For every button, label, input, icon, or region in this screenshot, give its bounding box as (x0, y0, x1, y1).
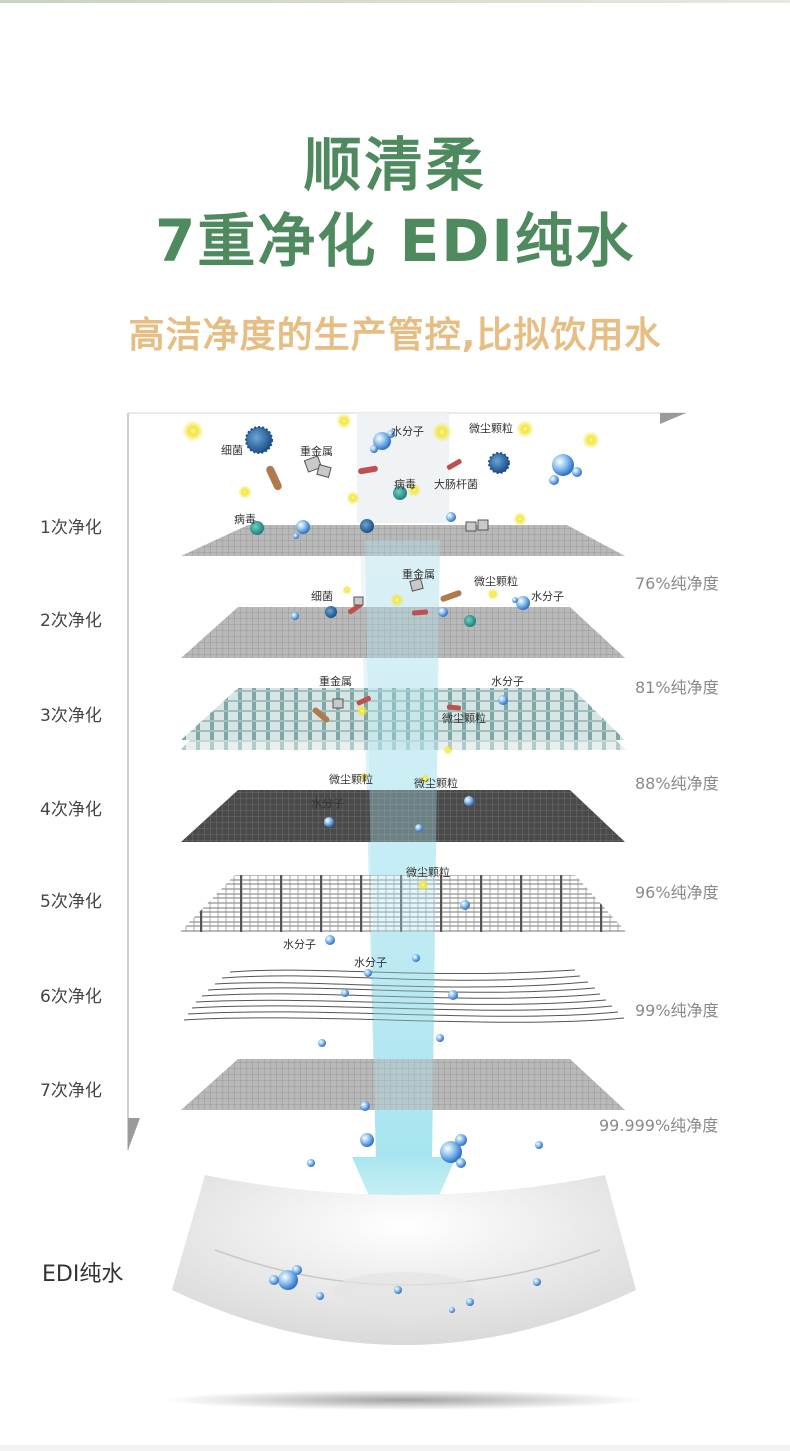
purity-label-2: 81%纯净度 (635, 678, 719, 697)
edi-water-basin (164, 1175, 644, 1410)
label-heavy-metal-2: 重金属 (402, 568, 435, 581)
stage-label-3: 3次净化 (40, 706, 102, 726)
purity-label-5: 99%纯净度 (635, 1001, 719, 1020)
subtitle: 高洁净度的生产管控,比拟饮用水 (128, 315, 662, 356)
filter-layer-1 (181, 525, 625, 556)
stage-label-2: 2次净化 (40, 611, 102, 631)
purity-label-1: 76%纯净度 (635, 574, 719, 593)
filter-layer-5 (180, 875, 626, 932)
label-dust-3: 微尘颗粒 (442, 712, 486, 725)
heavy-metal-particles (303, 455, 489, 709)
top-border (0, 0, 790, 3)
stage-label-7: 7次净化 (40, 1081, 102, 1101)
stage-label-1: 1次净化 (40, 518, 102, 538)
label-dust-6: 微尘颗粒 (406, 866, 450, 879)
label-bacteria-1: 细菌 (221, 444, 243, 457)
stage-label-5: 5次净化 (40, 892, 102, 912)
stage-label-4: 4次净化 (40, 800, 102, 820)
label-virus-1: 病毒 (394, 478, 416, 491)
label-dust-4: 微尘颗粒 (329, 773, 373, 786)
label-heavy-metal-3: 重金属 (319, 675, 352, 688)
label-dust-2: 微尘颗粒 (474, 575, 518, 588)
dust-particles (182, 413, 600, 891)
label-ecoli: 大肠杆菌 (434, 478, 478, 491)
background-frame (127, 412, 686, 1150)
bacteria-germs (245, 426, 510, 723)
purity-label-3: 88%纯净度 (635, 774, 719, 793)
bottom-border (0, 1445, 790, 1451)
label-virus-2: 病毒 (234, 513, 256, 526)
label-water-4: 水分子 (311, 797, 344, 810)
label-heavy-metal-1: 重金属 (300, 445, 333, 458)
label-dust-5: 微尘颗粒 (414, 777, 458, 790)
label-water-2: 水分子 (531, 590, 564, 603)
water-molecules (269, 430, 582, 1313)
label-water-1: 水分子 (391, 425, 424, 438)
stage-label-6: 6次净化 (40, 987, 102, 1007)
label-bacteria-2: 细菌 (311, 590, 333, 603)
label-dust-1: 微尘颗粒 (469, 422, 513, 435)
filter-layer-4 (181, 790, 625, 842)
label-water-3: 水分子 (491, 675, 524, 688)
filter-layer-6 (183, 969, 625, 1023)
filter-layer-7 (181, 1059, 625, 1110)
purity-label-4: 96%纯净度 (635, 883, 719, 902)
title-line-2: 7重净化 EDI纯水 (155, 207, 635, 275)
title-line-1: 顺清柔 (303, 131, 487, 199)
filter-layer-3 (180, 688, 626, 750)
purity-label-6: 99.999%纯净度 (599, 1116, 719, 1135)
label-water-6: 水分子 (354, 956, 387, 969)
label-water-5: 水分子 (283, 938, 316, 951)
filter-layer-2 (181, 607, 625, 658)
edi-water-label: EDI纯水 (42, 1262, 124, 1287)
